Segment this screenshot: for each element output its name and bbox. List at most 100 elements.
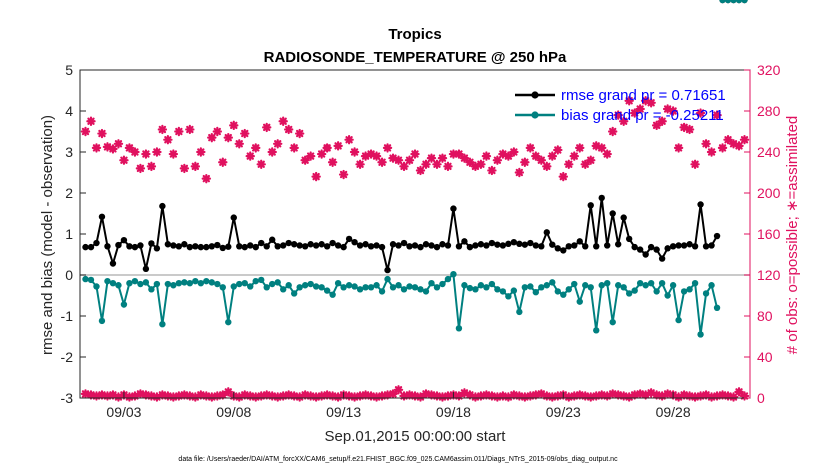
bias-point <box>658 280 666 287</box>
obs-assimilated-marker <box>509 147 519 157</box>
obs-assimilated-marker <box>739 135 750 145</box>
rmse-point <box>625 235 633 243</box>
rmse-point <box>664 245 671 252</box>
rmse-point <box>647 243 655 251</box>
bias-point <box>680 288 688 295</box>
bias-point <box>181 279 188 286</box>
obs-assimilated-marker <box>393 155 404 165</box>
rmse-point <box>669 243 677 250</box>
x-tick-label: 09/08 <box>216 404 251 420</box>
rmse-point <box>186 243 194 251</box>
axes-layer: -3 -2 -1 0 1 2 3 4 5 0 40 80 120 160 200 240 280 320 09/03… <box>61 62 781 420</box>
bias-point <box>175 280 183 287</box>
bias-point <box>258 276 265 284</box>
rmse-point <box>658 255 666 262</box>
rmse-point <box>636 246 644 253</box>
legend-swatch-marker <box>531 111 539 119</box>
rmse-point <box>565 243 572 250</box>
obs-assimilated-marker <box>646 98 656 108</box>
bias-point <box>148 286 155 293</box>
bias-point <box>126 280 133 287</box>
legend-swatch-marker <box>531 91 539 99</box>
obs-assimilated-marker <box>196 147 206 157</box>
legend: rmse grand pr = 0.71651 bias grand pr = -… <box>515 87 726 124</box>
obs-assimilated-marker <box>481 151 492 161</box>
rmse-point <box>675 242 682 249</box>
obs-assimilated-marker <box>629 108 640 118</box>
bias-point <box>713 304 721 311</box>
rmse-point <box>598 194 605 202</box>
rmse-point <box>521 241 529 248</box>
obs-assimilated-marker <box>525 143 536 153</box>
bias-point <box>653 288 660 295</box>
rmse-point <box>538 243 545 250</box>
bias-point <box>384 275 391 283</box>
obs-assimilated-marker <box>492 155 503 165</box>
rmse-point <box>197 243 205 251</box>
bias-point <box>367 284 375 291</box>
bias-point <box>82 275 89 283</box>
bias-point <box>340 284 347 291</box>
bias-point <box>356 286 364 293</box>
y-axis-label-right: # of obs: o=possible; ∗=assimilated <box>784 116 801 355</box>
bias-point <box>675 316 682 324</box>
y-tick-label-right: 40 <box>757 349 773 365</box>
obs-assimilated-marker <box>421 159 431 169</box>
rmse-point <box>411 242 419 249</box>
obs-possible-marker <box>218 390 228 400</box>
bias-point <box>203 277 210 285</box>
rmse-point <box>164 241 172 248</box>
obs-layer <box>80 96 750 402</box>
rmse-point <box>554 245 561 252</box>
rmse-point <box>494 241 501 248</box>
rmse-point <box>356 242 364 249</box>
obs-assimilated-marker <box>251 143 261 153</box>
bias-point <box>98 317 106 325</box>
obs-assimilated-marker <box>426 153 437 163</box>
y-tick-label-left: 3 <box>65 144 73 160</box>
bias-point <box>571 280 578 288</box>
rmse-point <box>527 239 534 247</box>
bias-point <box>642 282 649 289</box>
rmse-point <box>406 243 413 250</box>
obs-assimilated-marker <box>668 106 678 116</box>
rmse-point <box>290 241 298 248</box>
bias-point <box>488 280 496 288</box>
rmse-point <box>362 241 369 248</box>
obs-possible-marker <box>728 392 739 402</box>
obs-assimilated-marker <box>410 149 420 159</box>
rmse-point <box>236 243 243 250</box>
rmse-point <box>126 243 133 250</box>
bias-point <box>560 291 567 298</box>
rmse-point <box>170 242 177 249</box>
bias-point <box>741 0 748 4</box>
rmse-point <box>378 243 386 251</box>
rmse-point <box>587 202 594 209</box>
obs-assimilated-marker <box>338 169 349 180</box>
bias-point <box>236 280 243 288</box>
rmse-point <box>334 242 342 249</box>
y-tick-label-right: 80 <box>757 308 773 324</box>
bias-point <box>247 283 254 290</box>
obs-assimilated-marker <box>503 151 514 161</box>
bias-point <box>362 284 369 291</box>
obs-assimilated-marker <box>476 159 486 169</box>
obs-assimilated-marker <box>531 151 541 161</box>
rmse-point <box>307 241 314 248</box>
bias-point <box>433 284 441 291</box>
y-tick-label-left: -2 <box>61 349 74 365</box>
rmse-point <box>137 242 144 249</box>
bias-point <box>225 318 232 326</box>
bias-point <box>301 282 309 289</box>
bias-point <box>483 284 490 291</box>
bias-point <box>735 0 743 4</box>
plot-area <box>80 70 750 398</box>
rmse-point <box>516 240 523 248</box>
rmse-point <box>115 241 122 249</box>
bias-point <box>439 280 446 288</box>
obs-assimilated-marker <box>673 143 684 153</box>
y-tick-label-left: 1 <box>65 226 73 242</box>
bias-point <box>115 282 122 289</box>
obs-assimilated-marker <box>223 132 233 143</box>
chart-subtitle: RADIOSONDE_TEMPERATURE @ 250 hPa <box>264 49 567 66</box>
